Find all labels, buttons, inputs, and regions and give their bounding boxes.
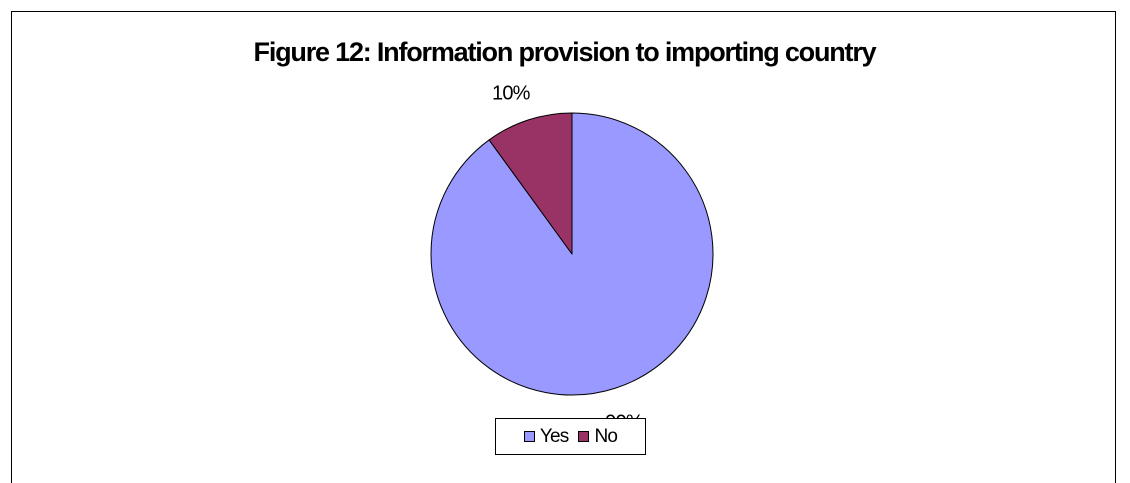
legend-entry-yes: Yes — [523, 425, 569, 448]
legend-swatch-no — [578, 431, 590, 442]
legend-swatch-yes — [523, 431, 535, 442]
pie-slice-no — [488, 112, 573, 255]
legend-entry-no: No — [578, 425, 618, 448]
legend-label-no: No — [594, 425, 618, 447]
chart-title: Figure 12: Information provision to impo… — [253, 37, 877, 67]
legend-label-yes: Yes — [539, 425, 569, 447]
chart-legend: Yes No — [495, 418, 646, 455]
pie-label-no: 10% — [492, 83, 531, 105]
